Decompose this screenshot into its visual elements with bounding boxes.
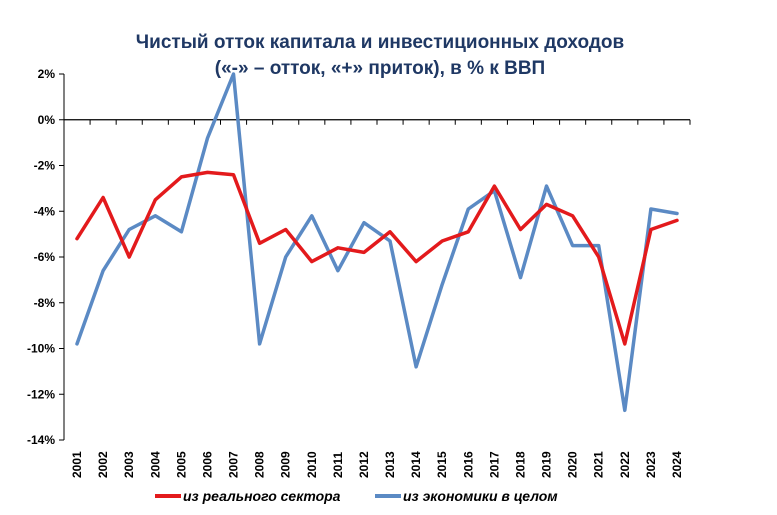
x-tick-label: 2013 <box>383 451 397 478</box>
x-tick-label: 2023 <box>644 451 658 478</box>
axes <box>63 74 690 440</box>
x-tick-label: 2007 <box>227 451 241 478</box>
y-tick-label: -12% <box>27 387 55 401</box>
y-tick-label: -6% <box>34 250 56 264</box>
series-lines <box>75 72 679 413</box>
y-axis-ticks: 2% 0% -2% -4% -6% -8% -10% -12% -14% <box>27 67 64 447</box>
x-tick-label: 2017 <box>487 451 501 478</box>
x-tick-label: 2012 <box>357 451 371 478</box>
y-tick-label: -2% <box>34 159 56 173</box>
x-tick-label: 2011 <box>331 452 345 478</box>
y-tick-label: -8% <box>34 296 56 310</box>
x-axis-ticks: 2001 2002 2003 2004 2005 2006 2007 2008 2009 2010… <box>63 119 691 478</box>
x-tick-label: 2021 <box>592 451 606 478</box>
x-tick-label: 2005 <box>174 451 188 478</box>
chart-title: Чистый отток капитала и инвестиционных д… <box>136 32 624 53</box>
y-tick-label: -14% <box>27 433 55 447</box>
y-tick-label: 0% <box>38 113 56 127</box>
series-line-1 <box>75 72 679 413</box>
x-tick-label: 2018 <box>513 451 527 478</box>
legend: из реального сектора из экономики в цело… <box>155 488 558 504</box>
series-line-0 <box>75 170 679 346</box>
legend-label-whole-economy: из экономики в целом <box>403 488 558 504</box>
y-tick-label: -10% <box>27 342 55 356</box>
x-tick-label: 2022 <box>618 451 632 478</box>
x-tick-label: 2006 <box>200 451 214 478</box>
chart-subtitle: («-» – отток, «+» приток), в % к ВВП <box>215 58 545 79</box>
x-tick-label: 2004 <box>148 451 162 478</box>
x-tick-label: 2015 <box>435 451 449 478</box>
x-tick-label: 2009 <box>279 451 293 478</box>
x-tick-label: 2010 <box>305 451 319 478</box>
x-tick-label: 2024 <box>670 451 684 478</box>
y-tick-label: 2% <box>38 67 56 81</box>
y-tick-label: -4% <box>34 204 56 218</box>
x-tick-label: 2002 <box>96 451 110 478</box>
x-tick-label: 2019 <box>540 451 554 478</box>
legend-label-real-sector: из реального сектора <box>183 488 341 504</box>
x-tick-label: 2014 <box>409 451 423 478</box>
x-tick-label: 2001 <box>70 451 84 478</box>
x-tick-label: 2008 <box>253 451 267 478</box>
x-tick-label: 2016 <box>461 451 475 478</box>
x-tick-label: 2003 <box>122 451 136 478</box>
x-tick-label: 2020 <box>566 451 580 478</box>
